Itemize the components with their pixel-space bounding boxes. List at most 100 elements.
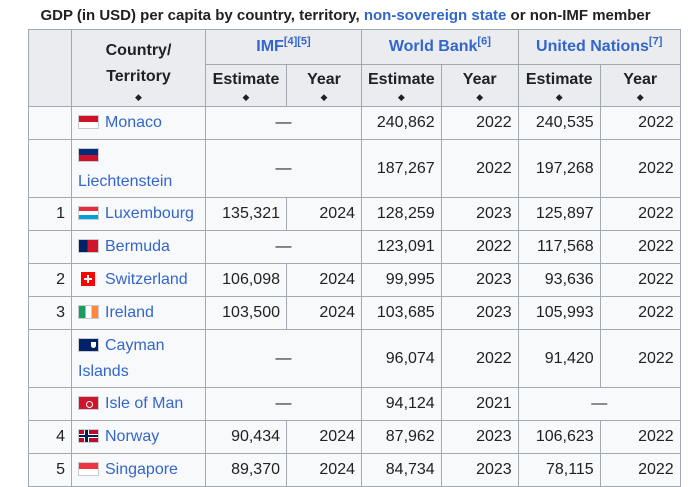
un-year-cell: 2022 — [600, 198, 680, 231]
un-year-header[interactable]: Year ◆ — [600, 65, 680, 107]
imf-year-cell: 2024 — [287, 198, 362, 231]
wb-year-cell: 2021 — [441, 388, 518, 421]
country-header[interactable]: Country/ Territory ◆ — [72, 30, 206, 107]
imf-header[interactable]: IMF[4][5] — [206, 30, 362, 65]
sort-icon[interactable]: ◆ — [293, 92, 355, 102]
country-cell: Singapore — [72, 454, 206, 487]
table-row: Monaco — 240,862 2022 240,535 2022 — [29, 107, 681, 140]
imf-estimate-cell: — — [206, 388, 362, 421]
country-link[interactable]: Isle of Man — [105, 395, 183, 412]
wb-year-label: Year — [463, 71, 497, 88]
un-header[interactable]: United Nations[7] — [518, 30, 680, 65]
isle-of-man-flag-icon[interactable] — [78, 396, 99, 410]
sort-icon[interactable]: ◆ — [212, 92, 280, 102]
un-estimate-header[interactable]: Estimate ◆ — [518, 65, 600, 107]
wb-estimate-label: Estimate — [368, 71, 435, 88]
country-link[interactable]: Norway — [105, 428, 159, 445]
rank-cell — [29, 330, 72, 388]
wb-estimate-cell: 84,734 — [362, 454, 442, 487]
wb-year-cell: 2022 — [441, 231, 518, 264]
imf-link[interactable]: IMF — [256, 38, 284, 55]
imf-refs[interactable]: [4][5] — [284, 36, 311, 48]
wb-estimate-cell: 99,995 — [362, 264, 442, 297]
un-year-cell: 2022 — [600, 330, 680, 388]
un-estimate-cell: 240,535 — [518, 107, 600, 140]
wb-year-cell: 2023 — [441, 198, 518, 231]
world-bank-link[interactable]: World Bank — [389, 38, 478, 55]
imf-estimate-header[interactable]: Estimate ◆ — [206, 65, 287, 107]
sort-icon[interactable]: ◆ — [525, 92, 594, 102]
un-estimate-cell: 117,568 — [518, 231, 600, 264]
country-link[interactable]: Monaco — [105, 114, 162, 131]
rank-cell — [29, 388, 72, 421]
wb-estimate-cell: 187,267 — [362, 140, 442, 198]
wb-estimate-cell: 240,862 — [362, 107, 442, 140]
table-row: 3 Ireland 103,500 2024 103,685 2023 105,… — [29, 297, 681, 330]
world-bank-refs[interactable]: [6] — [477, 36, 490, 48]
monaco-flag-icon[interactable] — [78, 115, 99, 129]
imf-estimate-cell: 106,098 — [206, 264, 287, 297]
sort-icon[interactable]: ◆ — [368, 92, 435, 102]
cayman-islands-flag-icon[interactable] — [78, 338, 99, 352]
un-year-cell: 2022 — [600, 140, 680, 198]
imf-estimate-cell: 90,434 — [206, 421, 287, 454]
table-row: 1 Luxembourg 135,321 2024 128,259 2023 1… — [29, 198, 681, 231]
imf-year-cell: 2024 — [287, 421, 362, 454]
world-bank-header[interactable]: World Bank[6] — [362, 30, 519, 65]
un-refs[interactable]: [7] — [649, 36, 662, 48]
country-link[interactable]: Luxembourg — [105, 205, 194, 222]
caption-prefix: GDP (in USD) per capita by country, terr… — [40, 7, 359, 24]
wb-estimate-cell: 103,685 — [362, 297, 442, 330]
rank-cell: 1 — [29, 198, 72, 231]
singapore-flag-icon[interactable] — [78, 462, 99, 476]
country-header-line1: Country/ — [106, 42, 172, 59]
country-link[interactable]: Ireland — [105, 304, 154, 321]
wb-year-cell: 2023 — [441, 454, 518, 487]
wb-estimate-cell: 123,091 — [362, 231, 442, 264]
liechtenstein-flag-icon[interactable] — [78, 148, 99, 162]
imf-estimate-cell: 103,500 — [206, 297, 287, 330]
wb-estimate-header[interactable]: Estimate ◆ — [362, 65, 442, 107]
un-estimate-cell: 91,420 — [518, 330, 600, 388]
country-cell: Ireland — [72, 297, 206, 330]
rank-cell — [29, 107, 72, 140]
luxembourg-flag-icon[interactable] — [78, 206, 99, 220]
imf-estimate-cell: — — [206, 107, 362, 140]
country-cell: Monaco — [72, 107, 206, 140]
wb-year-cell: 2022 — [441, 140, 518, 198]
sort-icon[interactable]: ◆ — [448, 92, 512, 102]
wb-year-cell: 2022 — [441, 107, 518, 140]
country-cell: Cayman Islands — [72, 330, 206, 388]
table-row: 2 Switzerland 106,098 2024 99,995 2023 9… — [29, 264, 681, 297]
imf-estimate-cell: 135,321 — [206, 198, 287, 231]
wb-estimate-cell: 128,259 — [362, 198, 442, 231]
un-estimate-cell: 106,623 — [518, 421, 600, 454]
gdp-table: Country/ Territory ◆ IMF[4][5] World Ban… — [28, 29, 681, 487]
un-link[interactable]: United Nations — [536, 38, 649, 55]
un-estimate-cell: — — [518, 388, 680, 421]
un-year-cell: 2022 — [600, 107, 680, 140]
non-sovereign-state-link[interactable]: non-sovereign state — [364, 7, 507, 24]
country-cell: Luxembourg — [72, 198, 206, 231]
imf-estimate-cell: — — [206, 330, 362, 388]
country-link[interactable]: Liechtenstein — [78, 173, 172, 190]
imf-estimate-cell: — — [206, 140, 362, 198]
wb-year-header[interactable]: Year ◆ — [441, 65, 518, 107]
wb-year-cell: 2023 — [441, 421, 518, 454]
country-link[interactable]: Switzerland — [105, 271, 188, 288]
country-header-line2: Territory — [106, 68, 171, 85]
country-cell: Bermuda — [72, 231, 206, 264]
wb-year-cell: 2022 — [441, 330, 518, 388]
rank-cell: 3 — [29, 297, 72, 330]
imf-year-header[interactable]: Year ◆ — [287, 65, 362, 107]
country-link[interactable]: Singapore — [105, 461, 178, 478]
bermuda-flag-icon[interactable] — [78, 239, 99, 253]
norway-flag-icon[interactable] — [78, 429, 99, 443]
ireland-flag-icon[interactable] — [78, 305, 99, 319]
switzerland-flag-icon[interactable] — [81, 272, 95, 286]
sort-icon[interactable]: ◆ — [607, 92, 674, 102]
sort-icon[interactable]: ◆ — [78, 92, 199, 102]
country-link[interactable]: Bermuda — [105, 238, 170, 255]
wb-estimate-cell: 96,074 — [362, 330, 442, 388]
